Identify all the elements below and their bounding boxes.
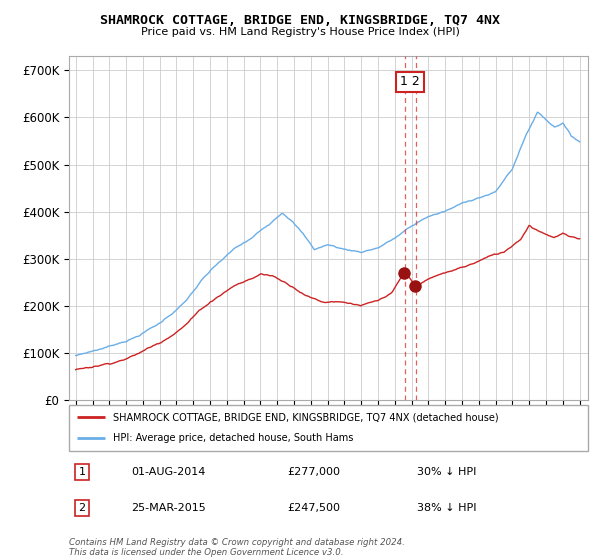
- Text: 01-AUG-2014: 01-AUG-2014: [131, 466, 206, 477]
- Text: 25-MAR-2015: 25-MAR-2015: [131, 503, 206, 513]
- Text: 1: 1: [79, 466, 85, 477]
- Text: 30% ↓ HPI: 30% ↓ HPI: [417, 466, 476, 477]
- Text: SHAMROCK COTTAGE, BRIDGE END, KINGSBRIDGE, TQ7 4NX (detached house): SHAMROCK COTTAGE, BRIDGE END, KINGSBRIDG…: [113, 412, 499, 422]
- Text: 2: 2: [79, 503, 86, 513]
- Text: HPI: Average price, detached house, South Hams: HPI: Average price, detached house, Sout…: [113, 433, 353, 444]
- Text: Contains HM Land Registry data © Crown copyright and database right 2024.
This d: Contains HM Land Registry data © Crown c…: [69, 538, 405, 557]
- Text: 1 2: 1 2: [400, 76, 420, 88]
- Text: £247,500: £247,500: [287, 503, 340, 513]
- Text: SHAMROCK COTTAGE, BRIDGE END, KINGSBRIDGE, TQ7 4NX: SHAMROCK COTTAGE, BRIDGE END, KINGSBRIDG…: [100, 14, 500, 27]
- Text: Price paid vs. HM Land Registry's House Price Index (HPI): Price paid vs. HM Land Registry's House …: [140, 27, 460, 37]
- Text: £277,000: £277,000: [287, 466, 340, 477]
- FancyBboxPatch shape: [69, 405, 588, 451]
- Text: 38% ↓ HPI: 38% ↓ HPI: [417, 503, 476, 513]
